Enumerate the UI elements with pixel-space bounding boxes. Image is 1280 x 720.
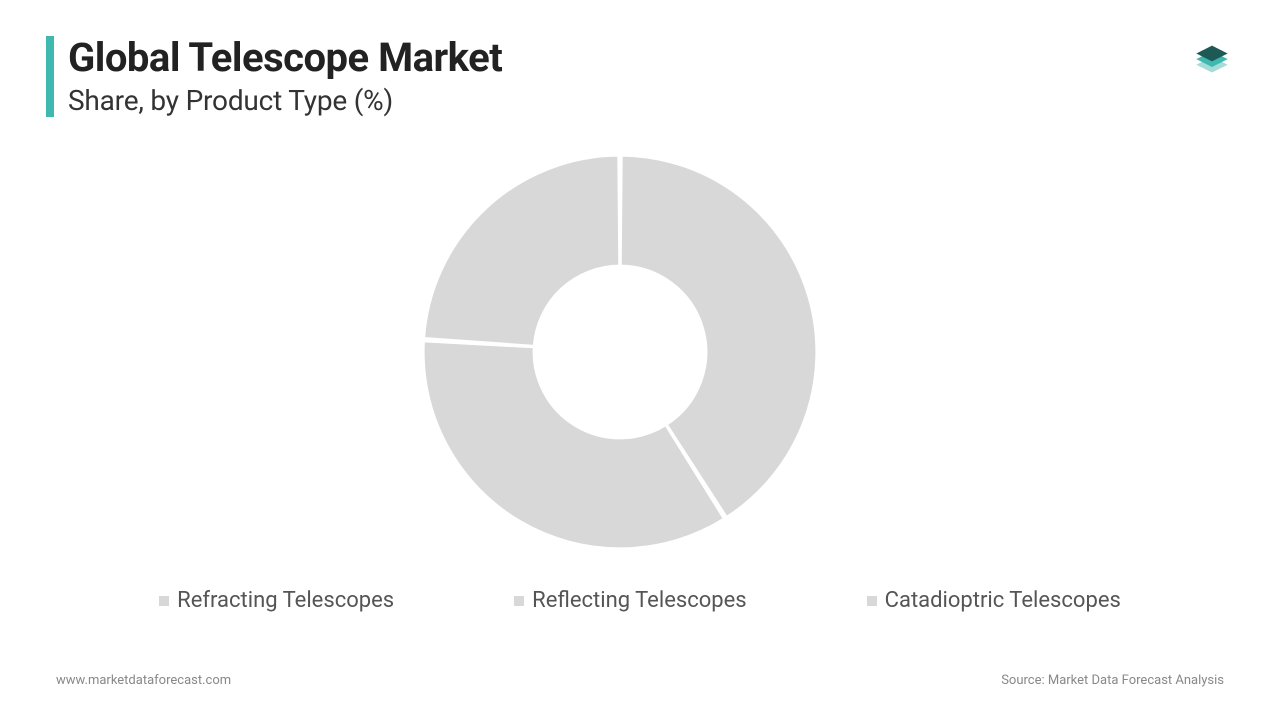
- page-title: Global Telescope Market: [68, 36, 502, 80]
- legend-swatch-icon: [867, 596, 877, 606]
- footer-source: Source: Market Data Forecast Analysis: [1001, 673, 1224, 688]
- titles: Global Telescope Market Share, by Produc…: [68, 36, 502, 117]
- donut-slice: [424, 156, 619, 346]
- header-block: Global Telescope Market Share, by Produc…: [46, 36, 502, 117]
- brand-logo-icon: [1184, 30, 1240, 86]
- donut-chart: [404, 136, 836, 568]
- page-subtitle: Share, by Product Type (%): [68, 84, 502, 117]
- legend-swatch-icon: [514, 596, 524, 606]
- legend-item: Reflecting Telescopes: [514, 588, 747, 613]
- legend-label: Catadioptric Telescopes: [885, 588, 1121, 613]
- chart-area: [0, 136, 1280, 596]
- legend-label: Reflecting Telescopes: [532, 588, 747, 613]
- footer-url: www.marketdataforecast.com: [56, 673, 231, 688]
- slide-frame: Global Telescope Market Share, by Produc…: [0, 0, 1280, 720]
- donut-slice: [424, 341, 724, 548]
- accent-bar: [46, 36, 54, 117]
- legend-label: Refracting Telescopes: [177, 588, 394, 613]
- legend-item: Catadioptric Telescopes: [867, 588, 1121, 613]
- legend-swatch-icon: [159, 596, 169, 606]
- legend-item: Refracting Telescopes: [159, 588, 394, 613]
- legend: Refracting Telescopes Reflecting Telesco…: [0, 588, 1280, 613]
